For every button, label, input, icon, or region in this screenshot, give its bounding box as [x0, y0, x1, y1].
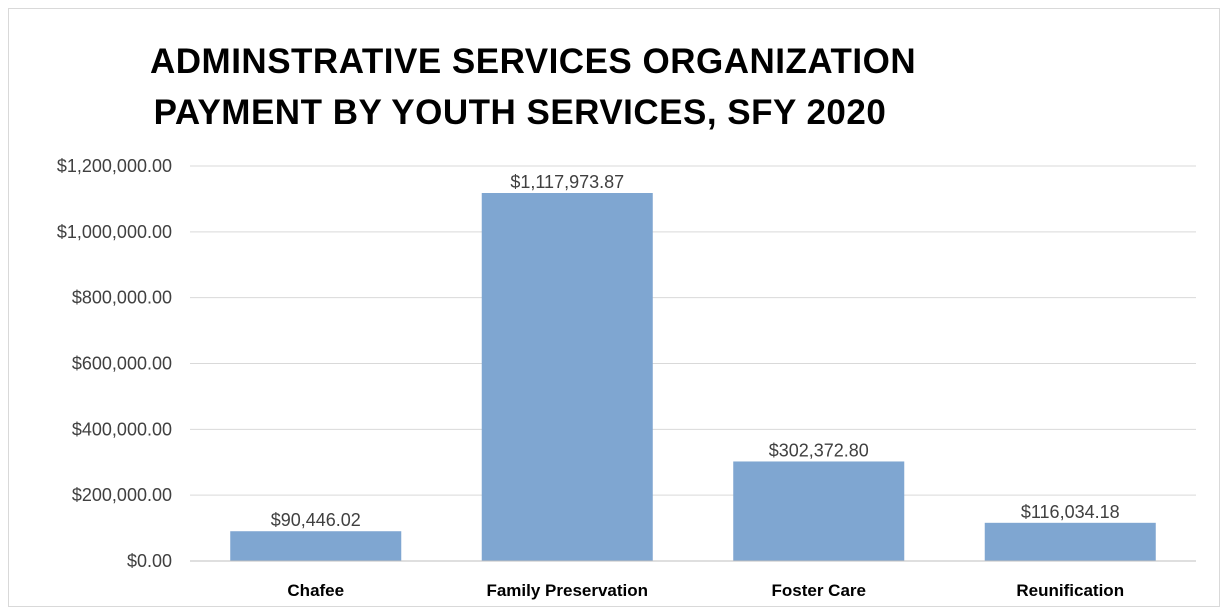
gridlines	[190, 165, 1196, 496]
bar-foster-care	[733, 461, 905, 561]
data-label: $302,372.80	[769, 440, 869, 460]
x-tick-label: Family Preservation	[486, 581, 648, 600]
x-axis-ticks: Chafee Family Preservation Foster Care Reun…	[287, 581, 1124, 600]
y-tick-label: $0.00	[127, 551, 172, 571]
data-label: $90,446.02	[271, 510, 361, 530]
bar-chafee	[230, 531, 402, 561]
bar-family-preservation	[481, 193, 653, 561]
bar-reunification	[984, 522, 1156, 561]
chart-title-line-2: PAYMENT BY YOUTH SERVICES, SFY 2020	[153, 93, 887, 132]
y-axis-ticks: $0.00 $200,000.00 $400,000.00 $600,000.00 $8…	[57, 156, 172, 571]
data-label: $1,117,973.87	[510, 172, 624, 192]
y-tick-label: $800,000.00	[72, 288, 172, 308]
bars	[230, 193, 1156, 561]
x-tick-label: Reunification	[1016, 581, 1124, 600]
y-tick-label: $1,000,000.00	[57, 222, 172, 242]
x-tick-label: Chafee	[287, 581, 344, 600]
y-tick-label: $600,000.00	[72, 354, 172, 374]
y-tick-label: $1,200,000.00	[57, 156, 172, 176]
x-tick-label: Foster Care	[772, 581, 866, 600]
data-label: $116,034.18	[1021, 502, 1120, 522]
chart-title: ADMINSTRATIVE SERVICES ORGANIZATION PAYM…	[150, 36, 917, 138]
data-labels: $90,446.02 $1,117,973.87 $302,372.80 $116,0…	[271, 172, 1120, 530]
chart-title-line-1: ADMINSTRATIVE SERVICES ORGANIZATION	[150, 42, 917, 81]
y-tick-label: $400,000.00	[72, 419, 172, 439]
y-tick-label: $200,000.00	[72, 485, 172, 505]
